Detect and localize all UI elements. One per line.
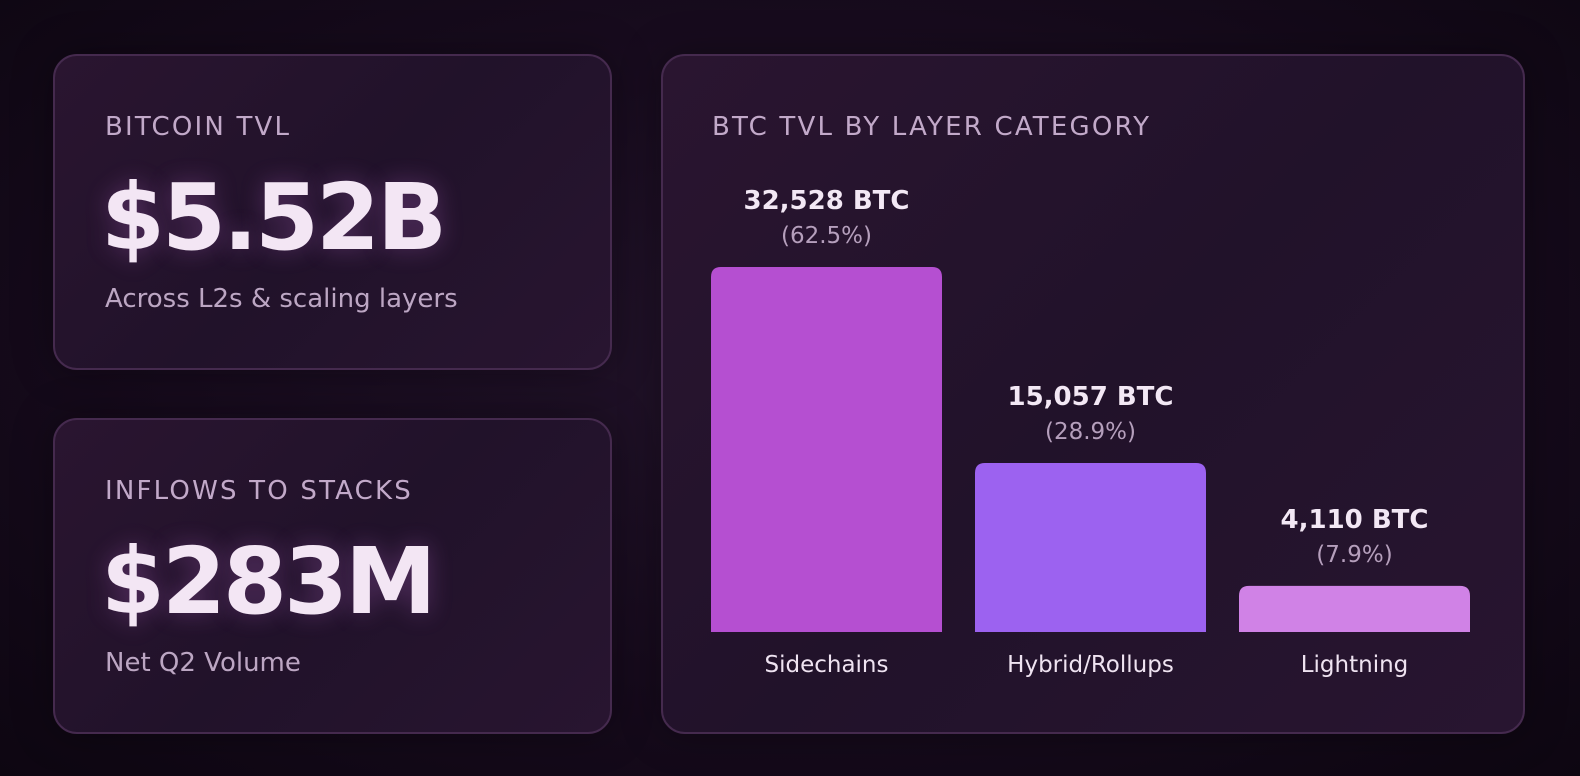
bitcoin-tvl-value: $5.52B: [101, 164, 447, 271]
stacks-inflows-label: INFLOWS TO STACKS: [105, 476, 413, 506]
bitcoin-tvl-card: BITCOIN TVL $5.52B Across L2s & scaling …: [53, 54, 612, 370]
chart-title: BTC TVL BY LAYER CATEGORY: [712, 112, 1152, 142]
bar-value-label: 15,057 BTC: [1007, 382, 1173, 412]
bar-percent-label: (7.9%): [1316, 542, 1392, 568]
bar-hybrid-rollups: [975, 463, 1206, 632]
bar-chart: 32,528 BTC (62.5%) Sidechains 15,057 BTC (28…: [711, 186, 1470, 678]
bar-percent-label: (28.9%): [1045, 419, 1136, 445]
layer-category-chart-card: BTC TVL BY LAYER CATEGORY 32,528 BTC (62.…: [661, 54, 1525, 734]
stacks-inflows-subtitle: Net Q2 Volume: [105, 648, 301, 678]
category-tick-label: Lightning: [1301, 652, 1409, 678]
bar-sidechains: [711, 267, 942, 632]
bitcoin-tvl-subtitle: Across L2s & scaling layers: [105, 284, 458, 314]
category-tick-label: Sidechains: [764, 652, 888, 678]
bar-value-label: 32,528 BTC: [743, 186, 909, 216]
bar-percent-label: (62.5%): [781, 223, 872, 249]
bar-lightning: [1239, 585, 1470, 632]
bitcoin-tvl-label: BITCOIN TVL: [105, 112, 292, 142]
stacks-inflows-value: $283M: [101, 528, 437, 635]
stacks-inflows-card: INFLOWS TO STACKS $283M Net Q2 Volume: [53, 418, 612, 734]
bar-value-label: 4,110 BTC: [1281, 505, 1429, 535]
category-tick-label: Hybrid/Rollups: [1007, 652, 1174, 678]
